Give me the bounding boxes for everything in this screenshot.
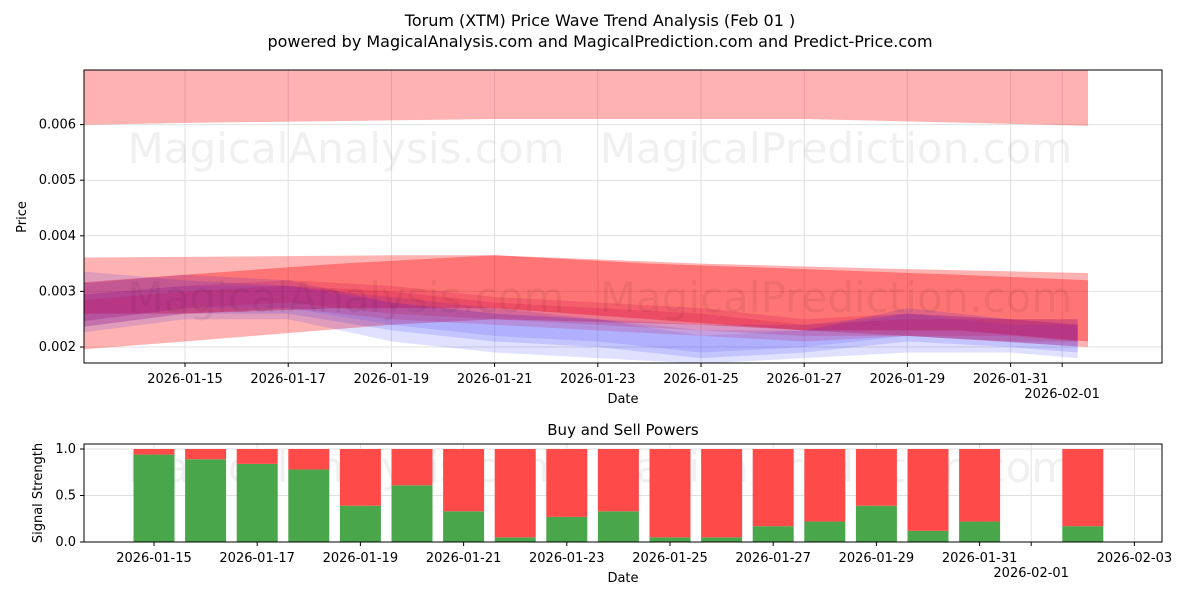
- buy-bar: [1062, 526, 1104, 542]
- x-tick-label: 2026-01-23: [560, 372, 636, 387]
- top-y-label: Price: [15, 201, 30, 233]
- wave-band-0: [84, 70, 1088, 126]
- sell-bar: [1062, 449, 1104, 527]
- sell-bar: [236, 449, 278, 464]
- sell-bar: [185, 449, 227, 460]
- buy-bar: [959, 521, 1001, 542]
- x-tick-label: 2026-01-17: [219, 551, 295, 566]
- buy-bar: [546, 516, 588, 542]
- wave-band-3: [84, 271, 1078, 363]
- wave-band-4: [84, 274, 1078, 359]
- sell-bar: [494, 449, 536, 538]
- buy-bar: [649, 537, 691, 542]
- wave-band-1: [84, 255, 1088, 350]
- buy-bar: [236, 463, 278, 542]
- x-tick-label: 2026-01-21: [457, 372, 533, 387]
- buy-bar: [701, 537, 743, 542]
- plot-frame: [83, 69, 1163, 364]
- x-tick-label: 2026-01-15: [147, 372, 223, 387]
- y-tick-label: 0.5: [55, 489, 76, 504]
- buy-bar: [494, 537, 536, 542]
- sell-bar: [649, 449, 691, 538]
- buy-bar: [391, 485, 433, 542]
- y-tick-label: 0.004: [39, 229, 76, 244]
- bands: [84, 70, 1088, 363]
- watermark: MagicalAnalysis.com: [128, 273, 565, 322]
- watermark: MagicalAnalysis.com: [128, 124, 565, 173]
- sell-bar: [855, 449, 897, 506]
- x-tick-label: 2026-01-27: [735, 551, 811, 566]
- wave-band-5: [84, 285, 1078, 353]
- sell-bar: [546, 449, 588, 517]
- plot-frame: [83, 443, 1163, 543]
- y-tick-label: 0.0: [55, 535, 76, 550]
- watermark: MagicalPrediction.com: [600, 273, 1073, 322]
- buy-bar: [752, 526, 794, 542]
- y-tick-label: 0.002: [39, 340, 76, 355]
- chart-subtitle: powered by MagicalAnalysis.com and Magic…: [267, 32, 932, 51]
- sell-bar: [288, 449, 330, 470]
- sell-bar: [804, 449, 846, 522]
- top-x-label: Date: [607, 392, 638, 407]
- chart-title: Torum (XTM) Price Wave Trend Analysis (F…: [404, 11, 795, 30]
- wave-band-6: [84, 280, 1078, 342]
- wave-band-7: [84, 285, 1078, 342]
- bottom-x-label: Date: [607, 571, 638, 586]
- buy-bar: [804, 521, 846, 542]
- x-tick-label: 2026-01-19: [323, 551, 399, 566]
- x-tick-label: 2026-01-25: [632, 551, 708, 566]
- bottom-title: Buy and Sell Powers: [547, 421, 699, 439]
- sell-bar: [391, 449, 433, 486]
- buy-bar: [907, 530, 949, 542]
- buy-bar: [443, 511, 485, 542]
- x-tick-label: 2026-01-21: [426, 551, 502, 566]
- buy-bar: [185, 459, 227, 542]
- x-tick-label: 2026-01-31: [942, 551, 1018, 566]
- y-tick-label: 0.006: [39, 118, 76, 133]
- sell-bar: [597, 449, 639, 512]
- buy-bar: [133, 454, 175, 542]
- x-tick-label: 2026-01-31: [973, 372, 1049, 387]
- x-tick-label: 2026-01-15: [116, 551, 192, 566]
- watermark: MagicalPrediction.com: [600, 124, 1073, 173]
- x-tick-label: 2026-01-29: [870, 372, 946, 387]
- sell-bar: [339, 449, 381, 506]
- x-tick-label: 2026-02-01: [1024, 387, 1100, 402]
- sell-bar: [443, 449, 485, 512]
- bottom-y-label: Signal Strength: [31, 443, 46, 543]
- y-tick-label: 0.005: [39, 173, 76, 188]
- x-tick-label: 2026-01-19: [354, 372, 430, 387]
- x-tick-label: 2026-01-29: [839, 551, 915, 566]
- buy-bar: [288, 469, 330, 542]
- buy-bar: [597, 511, 639, 542]
- x-tick-label: 2026-02-01: [993, 566, 1069, 581]
- sell-bar: [959, 449, 1001, 522]
- sell-bar: [133, 449, 175, 455]
- x-tick-label: 2026-01-27: [766, 372, 842, 387]
- x-tick-label: 2026-01-25: [663, 372, 739, 387]
- sell-bar: [907, 449, 949, 531]
- buy-bar: [855, 505, 897, 542]
- sell-bar: [752, 449, 794, 527]
- x-tick-label: 2026-01-23: [529, 551, 605, 566]
- x-tick-label: 2026-01-17: [250, 372, 326, 387]
- y-tick-label: 1.0: [55, 442, 76, 457]
- x-tick-label: 2026-02-03: [1097, 551, 1173, 566]
- sell-bar: [701, 449, 743, 538]
- wave-band-2: [84, 255, 1088, 342]
- y-tick-label: 0.003: [39, 284, 76, 299]
- buy-bar: [339, 505, 381, 542]
